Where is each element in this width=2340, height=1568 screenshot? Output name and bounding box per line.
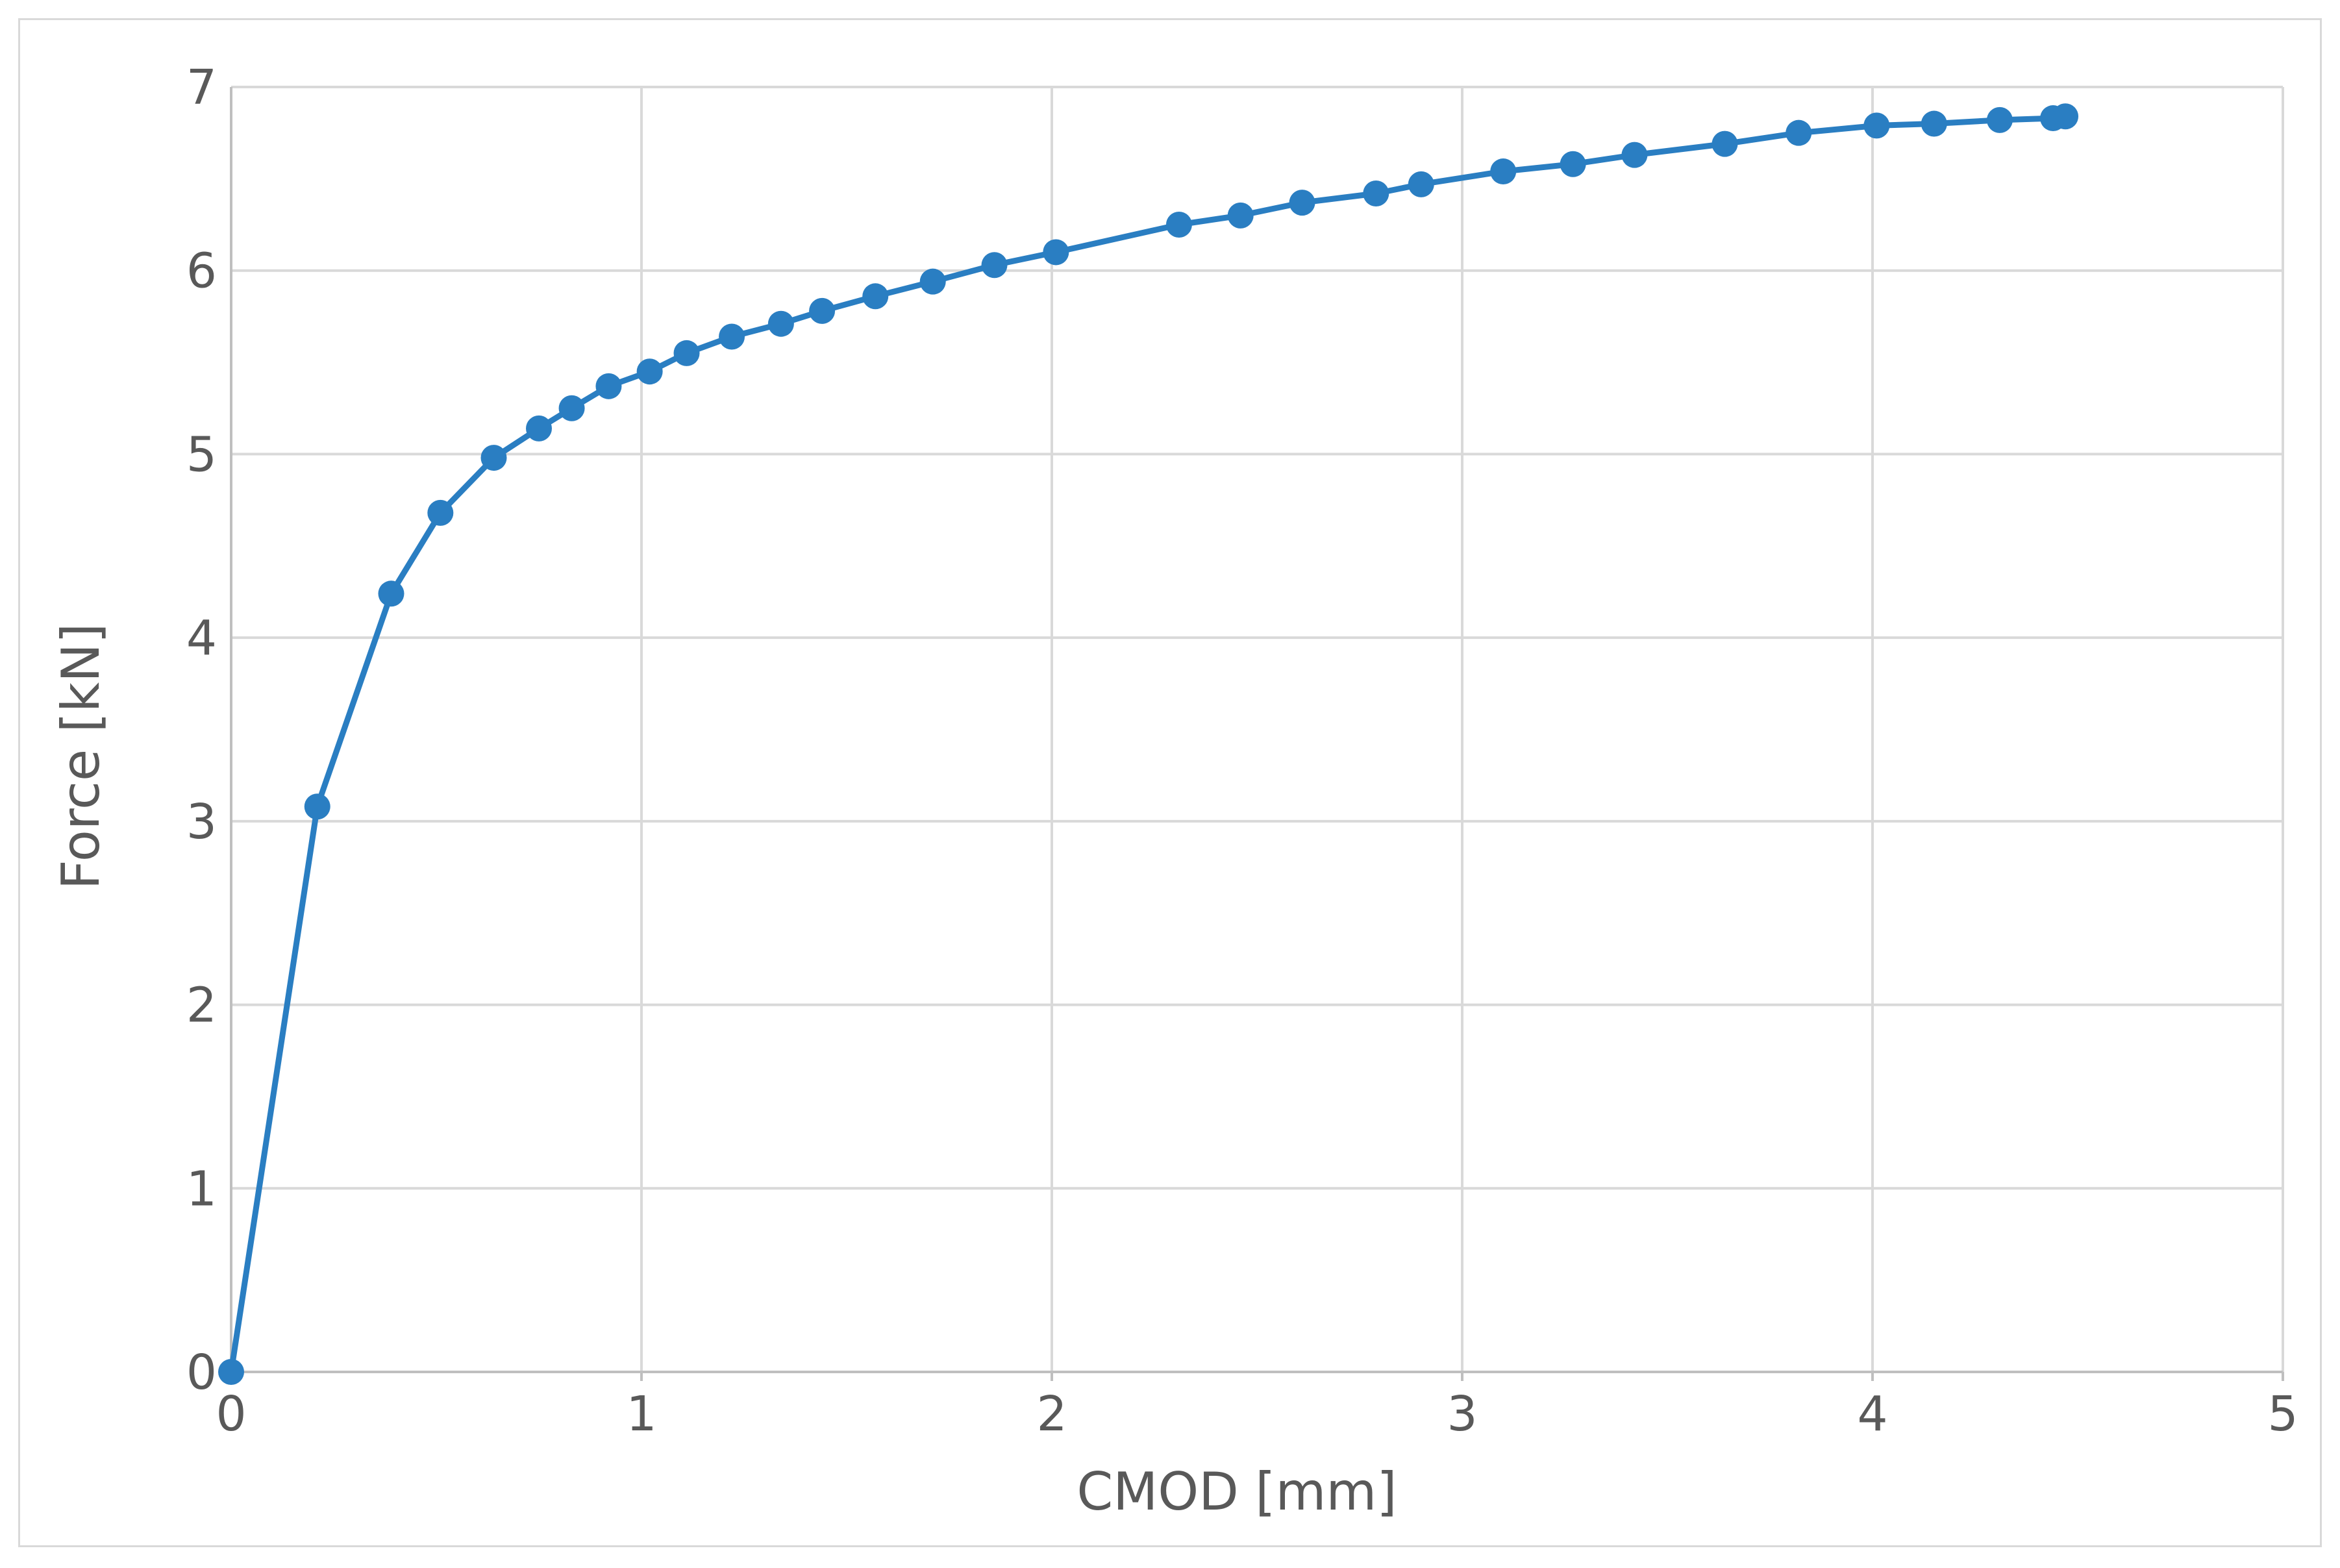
y-tick-label: 3 — [186, 794, 217, 850]
data-point — [1165, 212, 1192, 238]
data-point — [1490, 158, 1517, 185]
data-point — [1863, 112, 1890, 139]
chart-frame — [18, 18, 2322, 1547]
data-point — [427, 499, 454, 526]
data-point — [1986, 106, 2013, 133]
data-point — [1711, 131, 1738, 157]
y-axis-title: Force [kN] — [51, 623, 111, 890]
x-tick-label: 2 — [1036, 1386, 1067, 1442]
data-point — [1786, 119, 1812, 146]
x-tick-label: 5 — [2267, 1386, 2298, 1442]
x-tick-label: 0 — [216, 1386, 246, 1442]
data-point — [1289, 190, 1315, 216]
x-tick-label: 1 — [626, 1386, 656, 1442]
data-point — [304, 793, 330, 820]
data-point — [862, 283, 889, 310]
data-point — [719, 323, 745, 350]
data-point — [1227, 202, 1254, 229]
data-point — [526, 415, 552, 442]
y-tick-label: 0 — [186, 1345, 217, 1400]
data-point — [558, 395, 585, 421]
data-point — [480, 445, 507, 471]
y-tick-label: 7 — [186, 60, 217, 116]
data-point — [1621, 142, 1648, 168]
grid-lines — [231, 86, 2284, 1372]
series-layer — [218, 103, 2079, 1385]
data-point — [2052, 103, 2079, 130]
axes — [230, 87, 2284, 1381]
x-axis-title: CMOD [mm] — [1077, 1462, 1397, 1522]
data-point — [1043, 239, 1069, 266]
x-tick-label: 3 — [1447, 1386, 1477, 1442]
data-point — [673, 340, 700, 366]
series-line — [228, 113, 2069, 1375]
data-point — [919, 268, 946, 295]
data-point — [378, 580, 405, 607]
data-point — [636, 358, 663, 385]
tick-labels: 0 1 2 3 4 5 0 1 2 3 4 5 6 7 — [186, 60, 2298, 1442]
data-point — [809, 297, 836, 324]
y-tick-label: 2 — [186, 978, 217, 1034]
y-tick-label: 1 — [186, 1161, 217, 1217]
data-point — [1921, 110, 1947, 137]
data-point — [1560, 151, 1586, 177]
data-point — [218, 1359, 244, 1385]
data-point — [767, 310, 794, 337]
y-tick-label: 4 — [186, 610, 217, 666]
x-tick-label: 4 — [1857, 1386, 1887, 1442]
y-tick-label: 6 — [186, 243, 217, 299]
data-point — [1363, 180, 1389, 206]
y-tick-label: 5 — [186, 427, 217, 482]
data-point — [595, 373, 622, 399]
data-point — [1408, 171, 1434, 197]
data-point — [981, 252, 1008, 279]
